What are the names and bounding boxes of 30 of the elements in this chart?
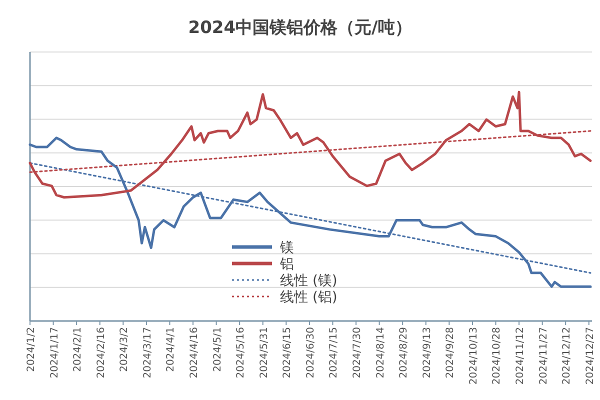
x-tick-label: 2024/2/16 — [96, 327, 107, 378]
x-tick-label: 2024/5/31 — [258, 327, 270, 378]
x-tick-label: 2024/5/1 — [212, 327, 224, 372]
x-tick-label: 2024/9/28 — [445, 327, 456, 378]
x-tick-label: 2024/8/29 — [398, 327, 410, 378]
x-tick-label: 2024/9/13 — [422, 327, 433, 378]
legend-label: 镁 — [279, 240, 294, 256]
x-tick-label: 2024/6/15 — [282, 327, 294, 378]
x-tick-label: 2024/10/28 — [492, 327, 503, 385]
x-tick-label: 2024/2/1 — [72, 327, 84, 372]
x-tick-label: 2024/11/27 — [538, 327, 550, 385]
x-tick-label: 2024/6/30 — [305, 327, 316, 378]
legend-label: 线性 (铝) — [280, 290, 338, 306]
x-tick-label: 2024/12/12 — [562, 327, 573, 385]
x-tick-label: 2024/10/13 — [468, 327, 480, 385]
x-tick-label: 2024/1/17 — [49, 327, 60, 378]
legend-label: 铝 — [279, 256, 294, 272]
x-tick-label: 2024/1/2 — [26, 327, 37, 372]
x-tick-label: 2024/11/12 — [515, 327, 526, 385]
x-tick-label: 2024/7/30 — [352, 327, 364, 378]
x-tick-label: 2024/4/1 — [166, 327, 177, 372]
x-tick-label: 2024/12/27 — [584, 327, 596, 385]
x-tick-label: 2024/8/14 — [375, 327, 386, 378]
legend-label: 线性 (镁) — [280, 273, 338, 289]
x-tick-label: 2024/7/15 — [328, 327, 340, 378]
x-tick-label: 2024/3/2 — [119, 327, 130, 372]
chart-title: 2024中国镁铝价格（元/吨） — [188, 18, 412, 38]
x-tick-label: 2024/4/16 — [189, 327, 200, 378]
x-tick-label: 2024/3/17 — [142, 327, 154, 378]
x-tick-label: 2024/5/16 — [236, 327, 247, 378]
